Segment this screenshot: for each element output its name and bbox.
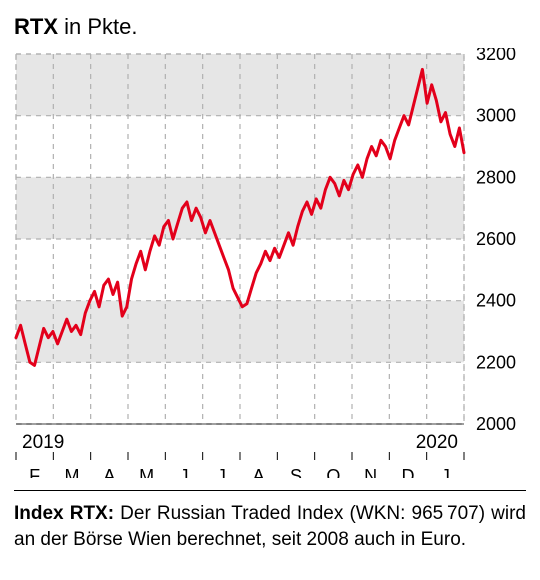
svg-text:J: J [217, 466, 226, 478]
svg-text:J: J [180, 466, 189, 478]
svg-text:2020: 2020 [416, 432, 458, 453]
svg-text:J: J [441, 466, 450, 478]
chart-svg: 2000 2200 2400 2600 2800 3000 3200 2019 2020 F M A M… [14, 48, 526, 478]
svg-text:F: F [29, 466, 40, 478]
svg-text:2200: 2200 [476, 352, 516, 372]
svg-text:A: A [103, 466, 115, 478]
svg-text:M: M [139, 466, 154, 478]
chart-caption: Index RTX: Der Russian Traded Index (WKN… [14, 501, 526, 552]
svg-text:2000: 2000 [476, 414, 516, 434]
svg-text:S: S [290, 466, 302, 478]
svg-text:2400: 2400 [476, 291, 516, 311]
svg-text:3000: 3000 [476, 106, 516, 126]
svg-text:D: D [402, 466, 415, 478]
chart-title-rest: in Pkte. [58, 14, 137, 39]
svg-text:O: O [326, 466, 340, 478]
svg-text:A: A [253, 466, 265, 478]
svg-text:2019: 2019 [22, 432, 64, 453]
svg-text:2800: 2800 [476, 167, 516, 187]
chart-title: RTX in Pkte. [14, 14, 526, 40]
svg-text:2600: 2600 [476, 229, 516, 249]
chart-title-bold: RTX [14, 14, 58, 39]
caption-divider [14, 490, 526, 491]
price-chart: 2000 2200 2400 2600 2800 3000 3200 2019 2020 F M A M… [14, 48, 526, 478]
svg-text:N: N [364, 466, 377, 478]
svg-text:M: M [65, 466, 80, 478]
svg-text:3200: 3200 [476, 48, 516, 64]
caption-bold: Index RTX: [14, 503, 114, 524]
